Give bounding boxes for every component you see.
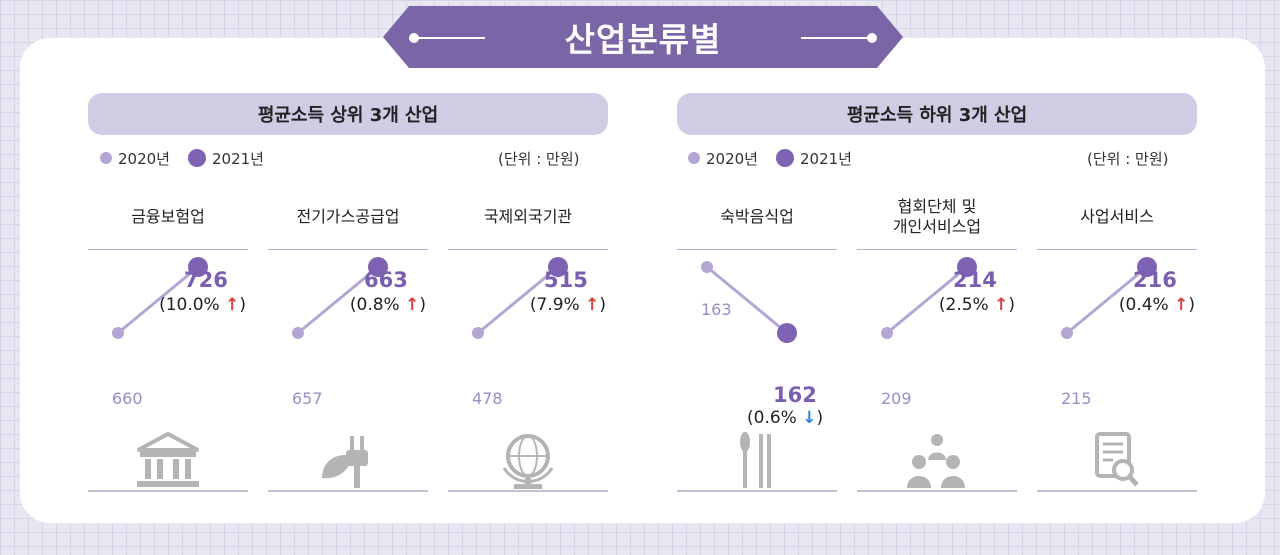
- globe-icon: [488, 430, 568, 492]
- legend-2020-label: 2020년: [706, 149, 758, 168]
- value-2021-label: 216: [1133, 268, 1177, 292]
- baseline-divider: [677, 490, 837, 492]
- value-2021-label: 726: [184, 268, 228, 292]
- change-label: (0.8% ↑): [349, 295, 426, 315]
- banner-line-right: [801, 37, 869, 39]
- legend-2020-label: 2020년: [118, 149, 170, 168]
- arrow-up-icon: ↑: [405, 295, 420, 315]
- change-label: (10.0% ↑): [159, 295, 246, 315]
- legend-2021-label: 2021년: [211, 149, 264, 168]
- change-label: (2.5% ↑): [938, 295, 1015, 315]
- point-2020: [1061, 327, 1073, 339]
- industry-column: 사업서비스 216 (0.4% ↑) 215: [1037, 185, 1197, 495]
- value-2020-label: 657: [292, 389, 323, 408]
- industry-name: 사업서비스: [1037, 185, 1197, 250]
- legend-2021-marker: [775, 149, 794, 167]
- point-2021: [957, 257, 977, 277]
- point-2020: [881, 327, 893, 339]
- industry-name: 전기가스공급업: [268, 185, 428, 250]
- people-icon: [897, 430, 977, 492]
- baseline-divider: [88, 490, 248, 492]
- legend-bottom3: 2020년 2021년: [688, 148, 852, 168]
- value-2020-label: 209: [881, 389, 912, 408]
- industry-column: 전기가스공급업 663 (0.8% ↑) 657: [268, 185, 428, 495]
- panel-title-top3: 평균소득 상위 3개 산업: [88, 93, 608, 135]
- change-label: (0.6% ↓): [747, 408, 824, 428]
- point-2021: [777, 323, 797, 343]
- legend-2020-marker: [688, 152, 700, 164]
- slope-plot: [701, 261, 797, 343]
- baseline-divider: [268, 490, 428, 492]
- value-2020-label: 660: [112, 389, 143, 408]
- change-percent: (0.8%: [349, 295, 406, 315]
- series-line: [297, 265, 379, 335]
- industry-name: 숙박음식업: [677, 185, 837, 250]
- slope-plot: [881, 257, 977, 339]
- value-2021-label: 214: [953, 268, 997, 292]
- slope-plot: [292, 257, 388, 339]
- industry-name: 협회단체 및 개인서비스업: [857, 185, 1017, 250]
- point-2020: [472, 327, 484, 339]
- series-line: [117, 265, 199, 335]
- change-percent: (7.9%: [529, 295, 586, 315]
- value-2021-label: 515: [544, 268, 588, 292]
- point-2020: [701, 261, 713, 273]
- title-banner: 산업분류별: [383, 6, 903, 68]
- slope-plot: [1061, 257, 1157, 339]
- arrow-up-icon: ↑: [585, 295, 600, 315]
- plug-leaf-icon: [308, 430, 388, 492]
- series-line: [477, 265, 559, 335]
- change-percent: (0.6%: [747, 408, 803, 428]
- slope-plot: [112, 257, 208, 339]
- legend-2020-marker: [100, 152, 112, 164]
- legend-2021-label: 2021년: [799, 149, 852, 168]
- value-2020-label: 215: [1061, 389, 1092, 408]
- baseline-divider: [1037, 490, 1197, 492]
- bank-icon: [128, 430, 208, 492]
- point-2021: [188, 257, 208, 277]
- value-2020-label: 163: [701, 300, 732, 319]
- unit-label-bottom3: (단위 : 만원): [1087, 150, 1169, 168]
- point-2021: [368, 257, 388, 277]
- value-2020-label: 478: [472, 389, 503, 408]
- industry-column: 국제외국기관 515 (7.9% ↑) 478: [448, 185, 608, 495]
- industry-column: 숙박음식업 162 (0.6% ↓) 163: [677, 185, 837, 495]
- page-title: 산업분류별: [564, 20, 722, 59]
- unit-label-top3: (단위 : 만원): [498, 150, 580, 168]
- change-percent: (0.4%: [1118, 295, 1175, 315]
- series-line: [706, 265, 788, 335]
- spoon-chopsticks-icon: [717, 430, 797, 492]
- baseline-divider: [448, 490, 608, 492]
- point-2020: [112, 327, 124, 339]
- industry-column: 협회단체 및 개인서비스업 214 (2.5% ↑) 209: [857, 185, 1017, 495]
- document-search-icon: [1077, 430, 1157, 492]
- industry-column: 금융보험업 726 (10.0% ↑) 660: [88, 185, 248, 495]
- point-2021: [1137, 257, 1157, 277]
- banner-line-left: [417, 37, 485, 39]
- industry-name: 국제외국기관: [448, 185, 608, 250]
- baseline-divider: [857, 490, 1017, 492]
- series-line: [886, 265, 968, 335]
- slope-plot: [472, 257, 568, 339]
- change-label: (0.4% ↑): [1118, 295, 1195, 315]
- banner-dot-right: [867, 33, 877, 43]
- banner-dot-left: [409, 33, 419, 43]
- value-2021-label: 663: [364, 268, 408, 292]
- point-2020: [292, 327, 304, 339]
- change-percent: (2.5%: [938, 295, 995, 315]
- legend-2021-marker: [187, 149, 206, 167]
- change-percent: (10.0%: [159, 295, 226, 315]
- series-line: [1066, 265, 1148, 335]
- arrow-down-icon: ↓: [802, 408, 817, 428]
- legend-top3: 2020년 2021년: [100, 148, 264, 168]
- change-label: (7.9% ↑): [529, 295, 606, 315]
- value-2021-label: 162: [773, 383, 817, 407]
- point-2021: [548, 257, 568, 277]
- arrow-up-icon: ↑: [1174, 295, 1189, 315]
- arrow-up-icon: ↑: [225, 295, 240, 315]
- industry-name: 금융보험업: [88, 185, 248, 250]
- arrow-up-icon: ↑: [994, 295, 1009, 315]
- panel-title-bottom3: 평균소득 하위 3개 산업: [677, 93, 1197, 135]
